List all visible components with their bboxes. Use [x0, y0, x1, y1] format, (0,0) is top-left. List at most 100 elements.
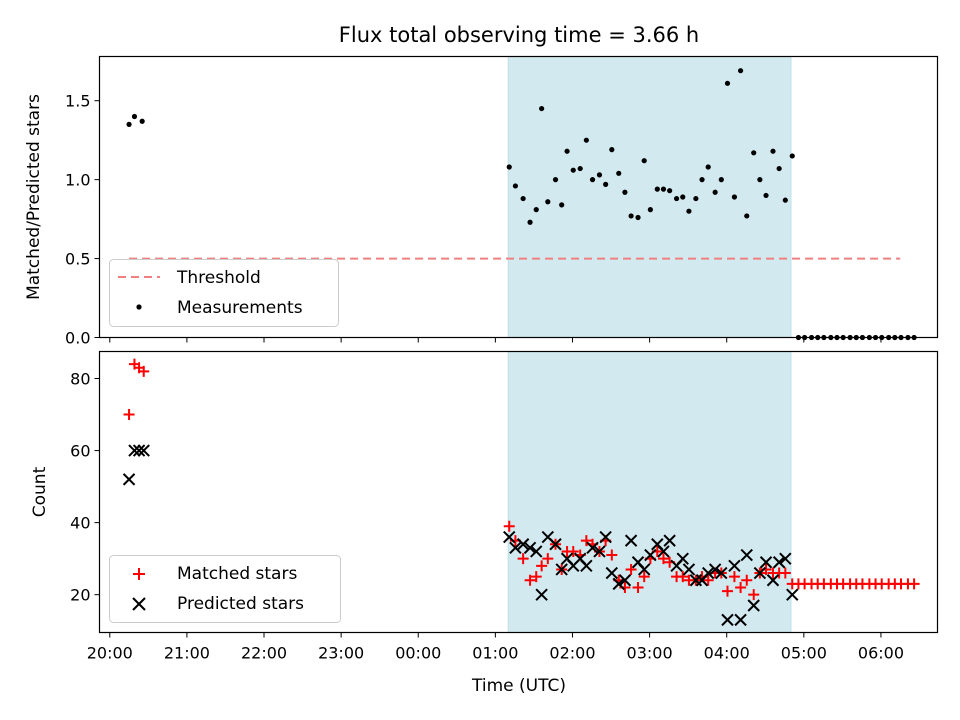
observing-window-shade — [507, 56, 792, 338]
predicted-stars-point — [586, 541, 599, 555]
measurements-point — [564, 148, 570, 154]
predicted-stars-point — [516, 538, 530, 551]
predicted-stars-point — [663, 534, 676, 547]
measurements-point — [126, 121, 132, 127]
x-tick-label: 21:00 — [164, 644, 210, 663]
predicted-stars-point — [580, 559, 593, 573]
predicted-stars-point — [715, 566, 728, 580]
predicted-stars-point — [676, 552, 689, 565]
count-y-ticks: 20 40 60 80 — [70, 370, 100, 605]
measurements-point — [776, 165, 782, 172]
x-tick-label: 02:00 — [549, 644, 595, 663]
matched-stars-point — [721, 585, 733, 597]
ratio-y-axis-label: Matched/Predicted stars — [24, 94, 44, 300]
matched-stars-point — [638, 571, 650, 583]
measurements-point — [705, 164, 711, 170]
measurements-point — [693, 195, 699, 202]
predicted-stars-point — [523, 541, 537, 555]
measurements-point — [609, 147, 615, 153]
count-x-ticks: 20:00 21:00 22:00 23:00 00:00 01:00 02:00 03:00… — [87, 632, 904, 663]
predicted-stars-point — [605, 566, 619, 580]
ratio-panel: 0.0 0.5 1.0 1.5 Matched/Predicted stars Thr… — [24, 55, 939, 348]
x-tick-label: 22:00 — [241, 644, 287, 663]
ratio-legend-box — [109, 259, 339, 327]
measurements-point — [527, 219, 533, 225]
measurements-point — [686, 208, 692, 214]
measurements-point — [660, 186, 667, 192]
predicted-stars-point — [618, 574, 632, 587]
matched-stars-point — [728, 571, 740, 583]
measurements-point — [789, 153, 795, 159]
measurements-point — [751, 150, 757, 156]
measurements-point — [641, 158, 647, 164]
y-tick-label: 60 — [70, 442, 90, 461]
matched-stars-point — [735, 581, 747, 593]
matched-stars-point — [702, 574, 714, 586]
predicted-stars-point — [786, 588, 799, 601]
predicted-stars-point — [657, 545, 670, 558]
matched-stars-point — [677, 571, 689, 583]
matched-stars-point — [632, 581, 644, 593]
x-tick-label: 01:00 — [472, 644, 518, 663]
y-tick-label: 80 — [70, 370, 90, 389]
measurements-point — [680, 194, 686, 200]
ratio-legend: Threshold Measurements — [109, 259, 339, 327]
predicted-stars-point — [747, 599, 760, 612]
matched-legend-marker — [133, 568, 145, 580]
predicted-stars-point — [624, 534, 638, 547]
x-tick-label: 04:00 — [704, 644, 750, 663]
predicted-stars-point — [753, 566, 767, 580]
predicted-stars-point — [535, 588, 548, 601]
predicted-stars-point — [772, 556, 786, 569]
measurements-point — [506, 164, 512, 170]
measurements-point — [673, 195, 680, 202]
predicted-stars-point — [637, 563, 651, 576]
measurements-point — [712, 189, 718, 195]
count-panel: 20 40 60 80 20:00 21:00 22:00 23:00 00:00 01:00 0… — [30, 350, 939, 663]
predicted-stars-point — [779, 552, 792, 565]
predicted-stars-point — [644, 548, 657, 562]
x-axis-label: Time (UTC) — [471, 676, 566, 696]
measurements-point — [628, 213, 634, 219]
measurements-point — [583, 137, 589, 143]
x-tick-label: 03:00 — [627, 644, 673, 663]
threshold-legend-label: Threshold — [176, 268, 261, 288]
predicted-stars-point — [503, 530, 516, 544]
matched-legend-label: Matched stars — [177, 564, 297, 584]
matched-stars-point — [517, 553, 529, 565]
matched-stars-point — [536, 560, 548, 572]
count-legend-box — [109, 555, 341, 623]
x-tick-label: 20:00 — [87, 644, 133, 663]
y-tick-label: 1.0 — [65, 171, 90, 190]
matched-stars-point — [503, 520, 515, 532]
measurements-point — [647, 207, 653, 213]
y-tick-label: 40 — [70, 514, 90, 533]
predicted-legend-marker — [132, 597, 146, 611]
measurements-point — [770, 148, 776, 154]
measurements-point — [654, 186, 660, 192]
predicted-stars-point — [137, 444, 150, 457]
measurements-legend-label: Measurements — [177, 298, 303, 318]
matched-stars-point — [908, 578, 920, 590]
measurements-point — [757, 177, 763, 183]
predicted-stars-point — [766, 574, 780, 587]
measurements-point — [724, 80, 731, 86]
measurements-point — [539, 105, 545, 112]
count-points — [122, 358, 920, 627]
predicted-stars-point — [682, 563, 696, 576]
measurements-point — [533, 207, 539, 213]
measurements-point — [635, 214, 641, 221]
measurements-point — [596, 172, 603, 178]
predicted-stars-point — [612, 577, 625, 591]
predicted-stars-point — [530, 545, 543, 558]
measurements-point — [545, 199, 551, 205]
measurements-legend-marker — [136, 304, 142, 310]
measurements-point — [139, 118, 145, 124]
x-tick-label: 23:00 — [318, 644, 364, 663]
predicted-stars-point — [734, 613, 747, 627]
measurements-point — [718, 177, 724, 183]
predicted-stars-point — [701, 566, 715, 580]
predicted-stars-point — [509, 541, 522, 555]
count-legend: Matched stars Predicted stars — [109, 555, 341, 623]
